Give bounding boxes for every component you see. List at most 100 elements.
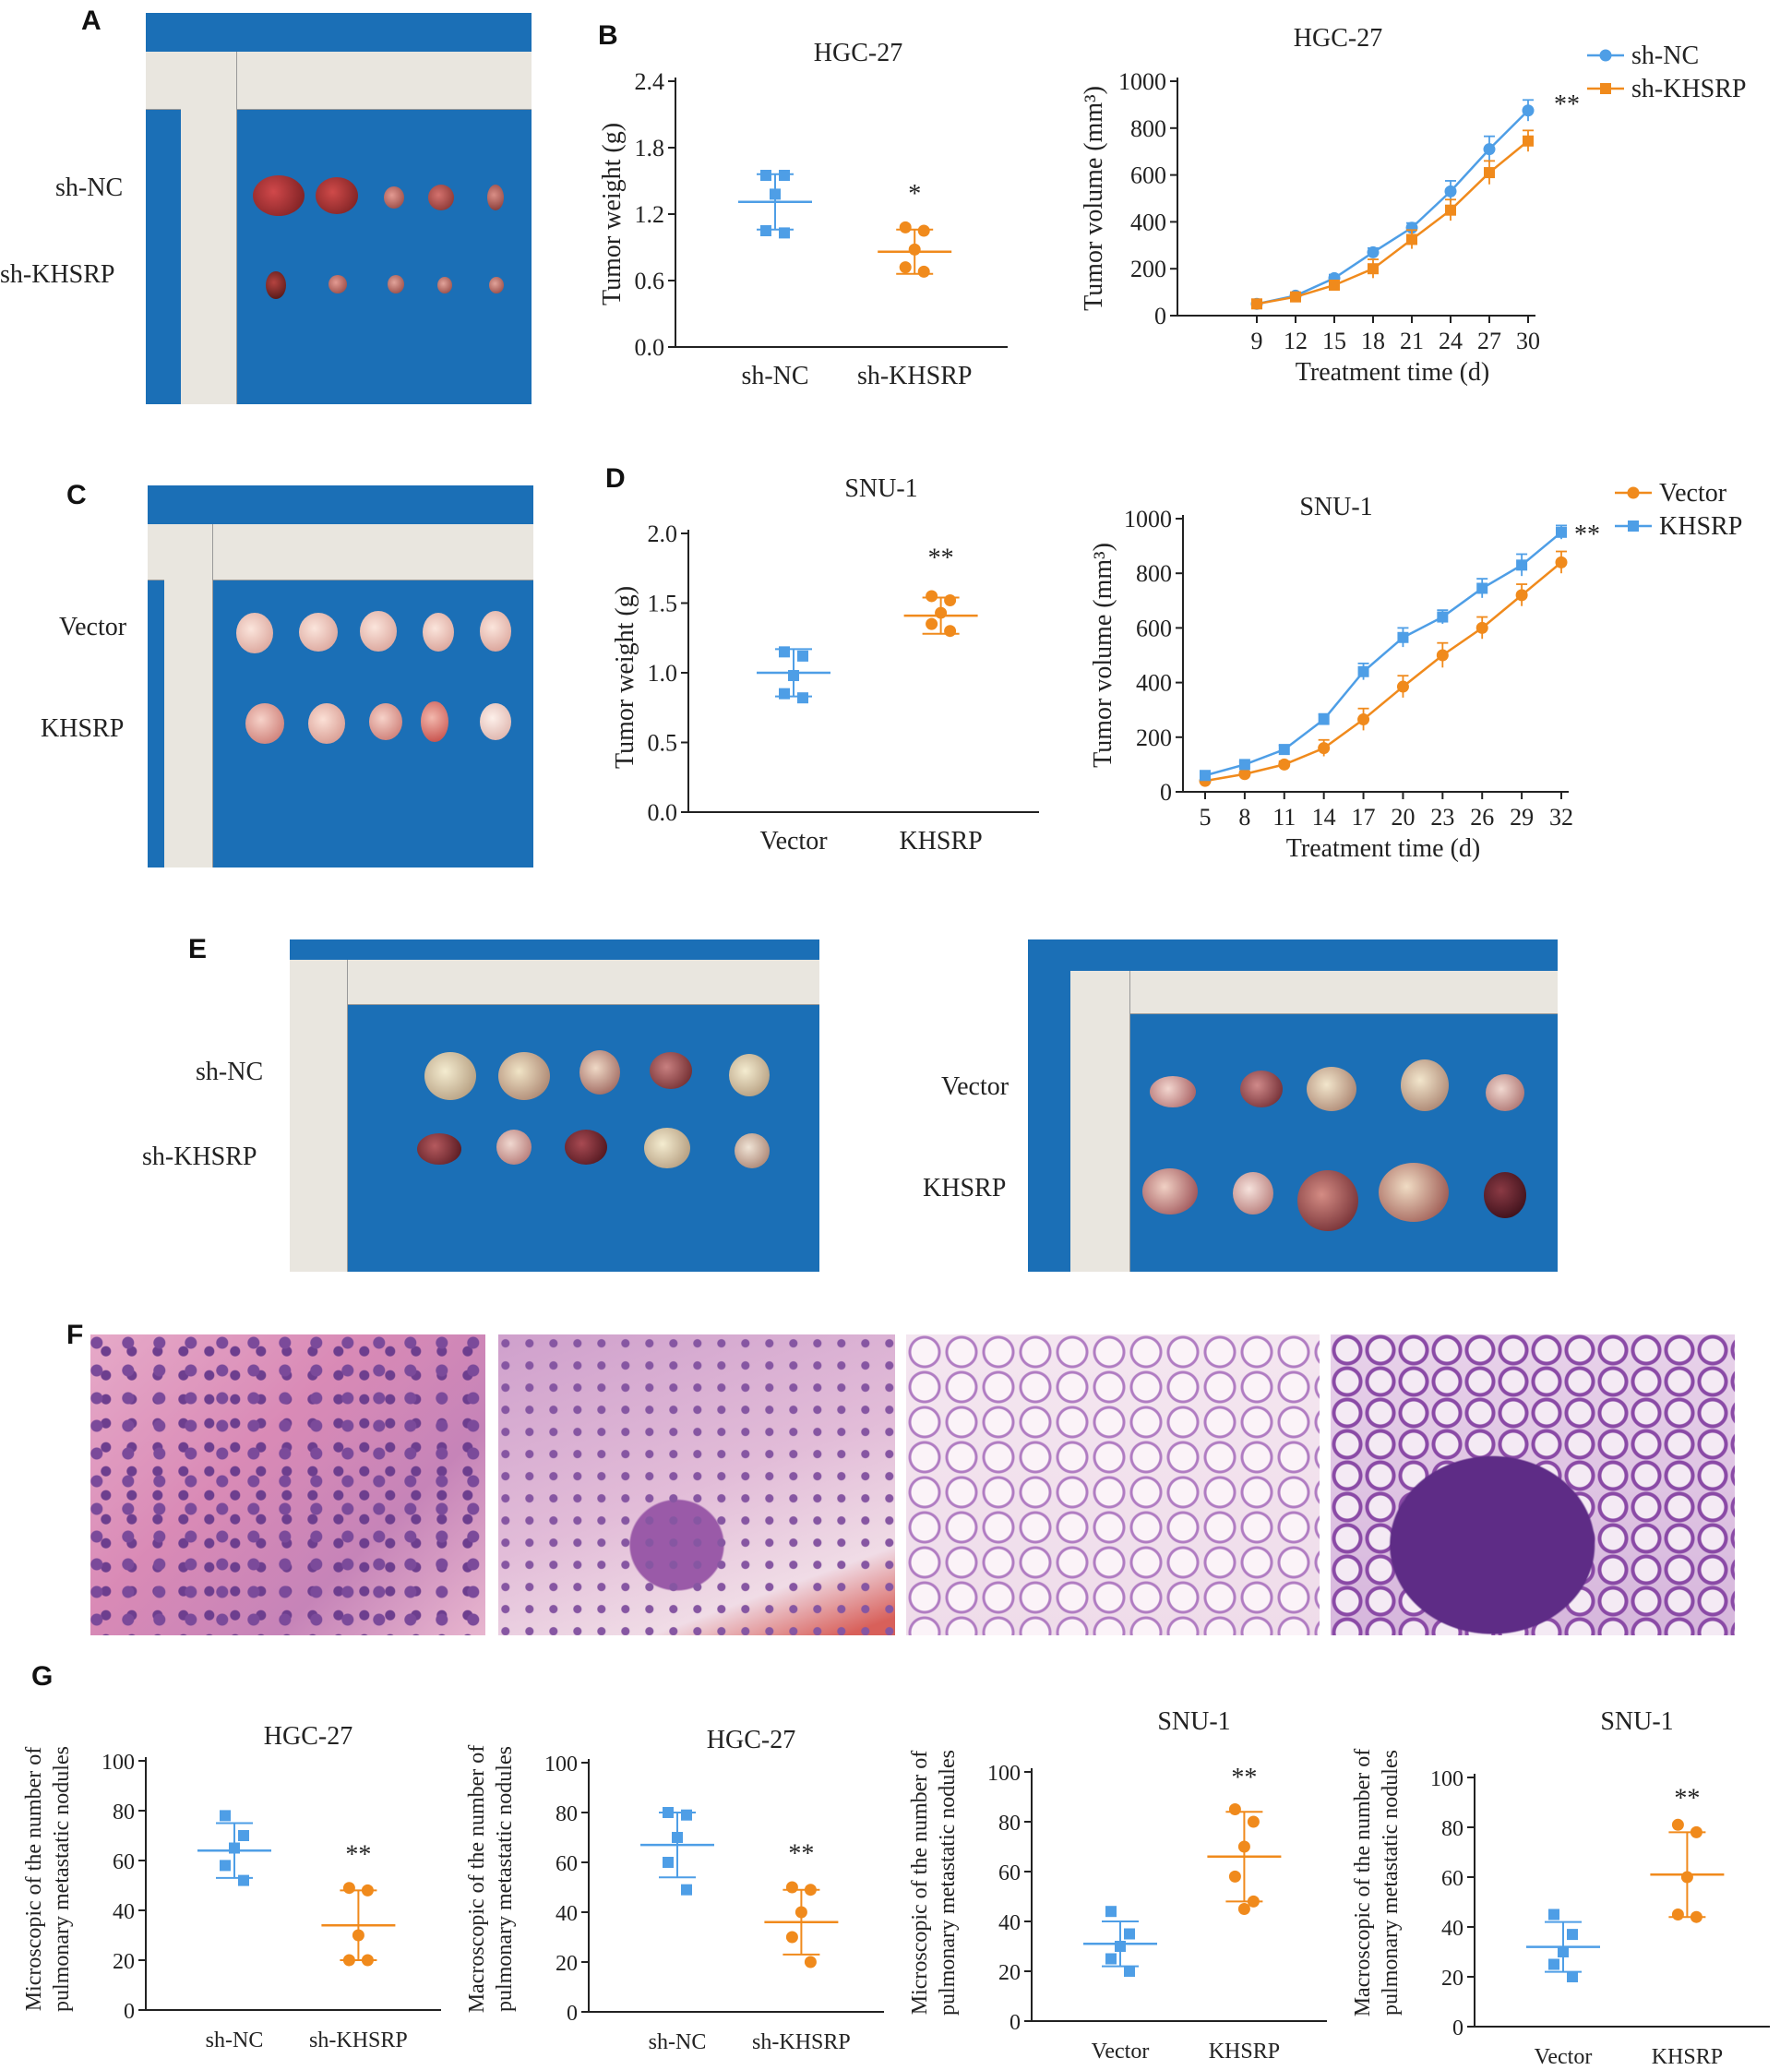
x-axis-label: Treatment time (d) xyxy=(1296,358,1489,387)
y-tick-label: 800 xyxy=(1130,115,1166,142)
data-point xyxy=(361,1954,374,1967)
significance-label: ** xyxy=(1574,520,1600,549)
y-tick-label: 0 xyxy=(124,2000,135,2024)
tumor xyxy=(423,613,454,652)
data-point xyxy=(804,1956,817,1968)
ruler xyxy=(181,52,237,404)
x-category-label: sh-NC xyxy=(741,362,808,390)
data-point xyxy=(1357,713,1370,726)
lung xyxy=(417,1133,461,1165)
data-point xyxy=(1680,1871,1693,1884)
legend-label: sh-NC xyxy=(1631,42,1699,70)
photo-a-row-label-2: sh-KHSRP xyxy=(0,260,115,289)
lung xyxy=(1142,1168,1198,1214)
y-axis-label: Microscopic of the number of xyxy=(908,1751,932,2016)
chart-title: SNU-1 xyxy=(1299,493,1372,521)
y-tick-label: 40 xyxy=(1441,1917,1463,1941)
y-tick-label: 1.0 xyxy=(648,660,678,687)
y-axis-label: Microscopic of the number of xyxy=(22,1747,46,2012)
ruler xyxy=(290,960,348,1272)
data-point xyxy=(1368,263,1379,275)
lung xyxy=(1297,1170,1358,1231)
data-point xyxy=(1278,744,1290,756)
data-point xyxy=(1515,589,1528,602)
data-point xyxy=(779,170,790,181)
data-point xyxy=(1437,611,1449,623)
data-point xyxy=(1555,556,1568,568)
photo-c-row-label-2: KHSRP xyxy=(41,714,125,743)
legend-marker xyxy=(1627,486,1640,499)
chart-g1: 0 20 40 60 80 100 sh-NC sh-KHSRP ** HGC-27 Microsc… xyxy=(22,1722,441,2052)
y-tick-label: 40 xyxy=(556,1902,578,1926)
tumor xyxy=(266,271,286,299)
data-point xyxy=(1237,1903,1250,1915)
data-point xyxy=(917,224,930,237)
tumor xyxy=(388,275,404,293)
y-tick-label: 0 xyxy=(1160,779,1172,806)
data-point xyxy=(1238,768,1251,781)
lung xyxy=(1484,1172,1526,1218)
y-axis-label: Macroscopic of the number of xyxy=(465,1745,489,2014)
data-point xyxy=(1290,291,1301,303)
chart-d-volume: 0 200 400 600 800 1000 5 8 11 14 17 20 23 26 29 32 Vecto… xyxy=(1089,479,1742,863)
data-point xyxy=(1475,621,1488,634)
y-tick-label: 60 xyxy=(113,1850,135,1874)
photo-e-right-row-label-2: KHSRP xyxy=(923,1174,1007,1203)
chart-g4: 0 20 40 60 80 100 Vector KHSRP ** SNU-1 Macroscopi… xyxy=(1351,1707,1770,2069)
ruler xyxy=(164,524,213,867)
chart-b-volume: 0 200 400 600 800 1000 9 12 15 18 21 24 27 30 sh-NC sh-… xyxy=(1080,24,1746,387)
lung xyxy=(644,1128,690,1168)
tumor xyxy=(487,185,504,210)
data-point xyxy=(908,243,921,256)
photo-e-left-row-label-1: sh-NC xyxy=(196,1058,264,1086)
y-axis-label: Tumor weight (g) xyxy=(611,586,639,769)
tumor xyxy=(489,277,504,293)
tumor xyxy=(428,185,454,210)
series-line xyxy=(1256,109,1529,305)
data-point xyxy=(779,646,790,658)
x-category-label: sh-NC xyxy=(649,2030,707,2054)
data-point xyxy=(785,1931,798,1944)
tumor xyxy=(480,611,511,652)
data-point xyxy=(342,1954,355,1967)
panel-letter-f: F xyxy=(66,1320,84,1350)
y-axis-label: pulmonary metastatic nodules xyxy=(1379,1750,1403,2016)
data-point xyxy=(1445,204,1456,216)
chart-g3: 0 20 40 60 80 100 Vector KHSRP **SNU-1 Microscopi… xyxy=(908,1707,1327,2064)
chart-title: HGC-27 xyxy=(707,1726,795,1754)
data-point xyxy=(1671,1908,1684,1920)
panel-letter-g: G xyxy=(31,1661,54,1692)
data-point xyxy=(1228,1803,1241,1815)
data-point xyxy=(681,1884,692,1896)
x-category-label: KHSRP xyxy=(1209,2040,1280,2064)
data-point xyxy=(1436,649,1449,662)
chart-title: HGC-27 xyxy=(264,1722,352,1751)
y-tick-label: 60 xyxy=(998,1861,1021,1885)
lung xyxy=(1233,1172,1273,1214)
data-point xyxy=(899,221,912,233)
data-point xyxy=(352,1929,364,1942)
data-point xyxy=(1228,1870,1241,1883)
tumor-photo-c xyxy=(148,485,533,867)
y-tick-label: 0 xyxy=(1009,2011,1021,2035)
x-tick-label: 18 xyxy=(1361,328,1385,354)
data-point xyxy=(779,227,790,239)
chart-title: SNU-1 xyxy=(844,474,917,503)
legend-label: sh-KHSRP xyxy=(1631,75,1746,103)
significance-label: ** xyxy=(345,1840,371,1869)
data-point xyxy=(760,225,771,236)
data-point xyxy=(1548,1958,1559,1970)
significance-label: * xyxy=(908,180,921,209)
data-point xyxy=(220,1860,231,1872)
x-tick-label: 9 xyxy=(1251,328,1263,354)
lung-photo-e-right xyxy=(1028,939,1558,1272)
tumor xyxy=(316,177,358,214)
y-tick-label: 0 xyxy=(567,2002,578,2026)
data-point xyxy=(1367,245,1380,258)
y-tick-label: 80 xyxy=(113,1801,135,1825)
data-point xyxy=(1556,526,1567,538)
data-point xyxy=(1548,1908,1559,1920)
data-point xyxy=(797,650,808,662)
data-point xyxy=(1105,1953,1117,1965)
x-category-label: Vector xyxy=(1535,2045,1593,2069)
